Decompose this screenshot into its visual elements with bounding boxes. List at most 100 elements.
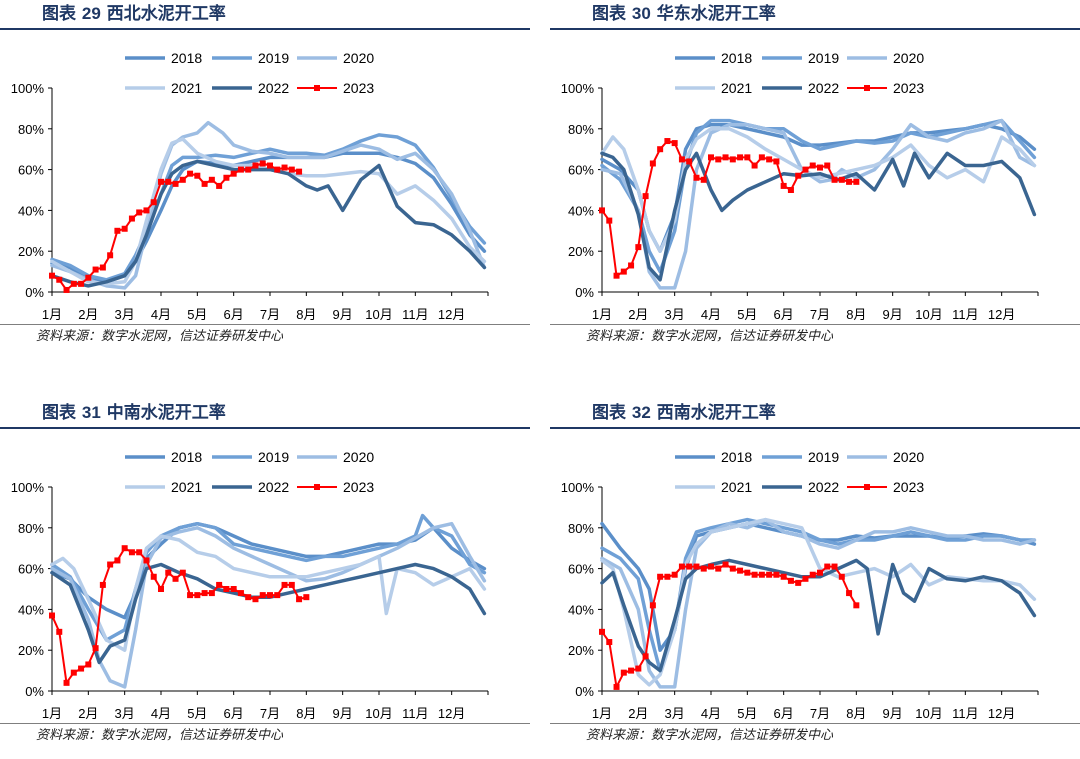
x-tick-label: 8月 (296, 307, 316, 322)
data-point-2023 (678, 156, 685, 163)
data-point-2023 (150, 199, 157, 206)
data-point-2023 (99, 264, 106, 271)
data-point-2023 (817, 164, 823, 171)
x-tick-label: 3月 (115, 706, 135, 721)
y-tick-label: 100% (561, 480, 595, 495)
legend-label-2021: 2021 (721, 479, 752, 495)
data-point-2023 (802, 575, 809, 582)
data-point-2023 (158, 178, 164, 185)
legend-label-2020: 2020 (343, 449, 374, 465)
data-point-2023 (664, 138, 671, 145)
data-point-2023 (599, 628, 605, 635)
x-tick-label: 11月 (952, 706, 979, 721)
data-point-2023 (693, 563, 700, 570)
y-tick-label: 80% (568, 122, 594, 137)
data-point-2023 (252, 596, 259, 603)
chart-plot: 0% 20% 40% 60% 80% 100% 1月 2月 3月 4月 5月 6月 7月 8月 9月 10月 1… (561, 50, 1039, 322)
title-number: 31 (81, 403, 101, 422)
data-point-2023 (824, 162, 831, 169)
series-line-2018 (50, 151, 487, 284)
legend-label-2018: 2018 (721, 50, 752, 66)
legend-label-2018: 2018 (171, 449, 202, 465)
x-tick-label: 1月 (592, 307, 612, 322)
legend-label-2023: 2023 (343, 479, 374, 495)
data-point-2023 (223, 586, 230, 592)
chart-source: 资料来源：数字水泥网，信达证券研发中心 (550, 324, 1080, 350)
x-tick-label: 8月 (846, 706, 866, 721)
data-point-2023 (281, 581, 288, 588)
series-line-2020 (600, 517, 1037, 689)
data-point-2023 (252, 162, 259, 169)
data-point-2023 (172, 180, 179, 187)
data-point-2023 (267, 592, 273, 599)
data-point-2023 (63, 679, 70, 686)
legend-label-2020: 2020 (893, 50, 924, 66)
y-tick-label: 60% (18, 562, 44, 577)
data-point-2023 (296, 596, 303, 603)
data-point-2023 (143, 557, 150, 564)
data-point-2023 (649, 160, 656, 167)
data-point-2023 (846, 178, 853, 185)
title-prefix: 图表 (592, 4, 632, 24)
x-tick-label: 12月 (438, 307, 465, 322)
data-point-2023 (136, 549, 143, 556)
x-tick-label: 2月 (628, 706, 648, 721)
x-tick-label: 6月 (774, 307, 794, 322)
data-point-2023 (824, 563, 831, 570)
chart-title: 图表 32 西南水泥开工率 (550, 399, 1080, 429)
data-point-2023 (846, 590, 853, 597)
title-prefix: 图表 (42, 403, 82, 423)
x-tick-label: 9月 (333, 706, 353, 721)
data-point-2023 (628, 667, 635, 674)
data-point-2023 (259, 160, 266, 167)
data-point-2023 (201, 180, 208, 187)
data-point-2023 (809, 162, 816, 169)
data-point-2023 (107, 252, 114, 259)
data-point-2023 (303, 594, 310, 601)
data-point-2023 (787, 577, 794, 584)
series-line-2021 (600, 127, 1037, 253)
data-point-2023 (831, 563, 838, 570)
title-text: 西南水泥开工率 (650, 403, 776, 423)
x-tick-label: 7月 (810, 307, 830, 322)
title-number: 32 (631, 403, 651, 422)
x-tick-label: 4月 (151, 307, 171, 322)
data-point-2023 (737, 154, 744, 161)
series-line-2020 (50, 521, 487, 689)
title-number: 30 (631, 4, 651, 23)
data-point-2023 (223, 174, 230, 181)
legend-label-2022: 2022 (808, 479, 839, 495)
data-point-2023 (56, 276, 63, 283)
y-tick-label: 100% (561, 81, 595, 96)
data-point-2023 (671, 140, 678, 147)
title-text: 中南水泥开工率 (100, 403, 226, 423)
data-point-2023 (143, 207, 150, 214)
data-point-2023 (92, 645, 99, 652)
data-point-2023 (92, 266, 99, 273)
data-point-2023 (657, 146, 664, 153)
data-point-2023 (729, 565, 736, 572)
data-point-2023 (831, 176, 838, 183)
data-point-2023 (758, 571, 765, 578)
y-tick-label: 60% (568, 562, 594, 577)
x-tick-label: 10月 (365, 706, 392, 721)
data-point-2023 (766, 571, 773, 578)
data-point-2023 (715, 156, 722, 163)
data-point-2023 (613, 272, 620, 279)
y-tick-label: 20% (18, 244, 44, 259)
data-point-2023 (838, 176, 845, 183)
chart-source: 资料来源：数字水泥网，信达证券研发中心 (550, 723, 1080, 749)
data-point-2023 (70, 280, 77, 287)
legend-marker-2023 (864, 484, 870, 490)
legend-label-2023: 2023 (343, 80, 374, 96)
chart-plot: 0% 20% 40% 60% 80% 100% 1月 2月 3月 4月 5月 6月 7月 8月 9月 10月 1… (561, 449, 1039, 721)
x-tick-label: 11月 (402, 706, 429, 721)
data-point-2023 (664, 573, 671, 580)
legend-marker-2023 (314, 484, 320, 490)
y-tick-label: 80% (18, 122, 44, 137)
data-point-2023 (107, 561, 114, 568)
chart-title: 图表 29 西北水泥开工率 (0, 0, 530, 30)
x-tick-label: 1月 (42, 307, 62, 322)
data-point-2023 (693, 174, 700, 181)
x-tick-label: 5月 (187, 307, 207, 322)
